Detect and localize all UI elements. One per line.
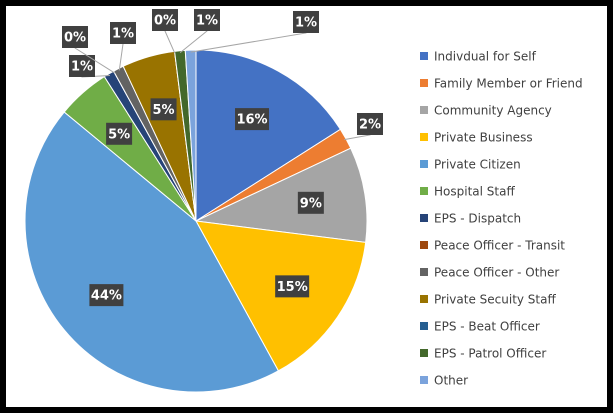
- legend-swatch: [420, 79, 428, 87]
- data-label-box: [293, 11, 319, 33]
- pie-slice: [195, 49, 342, 222]
- pie-slice: [194, 147, 368, 243]
- legend-label: Community Agency: [434, 104, 552, 118]
- legend-label: EPS - Dispatch: [434, 212, 521, 226]
- data-label: 1%: [112, 27, 134, 42]
- data-label-box: [110, 22, 136, 44]
- legend-label: Private Secuity Staff: [434, 293, 556, 307]
- data-label: 1%: [71, 60, 93, 75]
- data-label: 9%: [300, 196, 322, 211]
- pie-slice: [184, 49, 197, 222]
- legend-swatch: [420, 349, 428, 357]
- legend-label: Indivdual for Self: [434, 50, 537, 64]
- data-label-box: [297, 191, 324, 214]
- data-label-box: [106, 122, 133, 145]
- legend-label: Family Member or Friend: [434, 77, 583, 91]
- data-label-box: [62, 26, 88, 48]
- legend-label: EPS - Patrol Officer: [434, 347, 546, 361]
- data-label-box: [89, 284, 124, 307]
- legend-label: Hospital Staff: [434, 185, 515, 199]
- legend-swatch: [420, 295, 428, 303]
- data-label: 2%: [359, 118, 381, 133]
- data-label: 44%: [91, 289, 122, 304]
- data-label: 15%: [277, 280, 308, 295]
- legend-label: Peace Officer - Other: [434, 266, 559, 280]
- legend-swatch: [420, 268, 428, 276]
- data-label-box: [357, 113, 383, 135]
- data-label: 0%: [154, 14, 176, 29]
- legend-swatch: [420, 52, 428, 60]
- data-label: 5%: [153, 103, 175, 118]
- data-label: 1%: [295, 16, 317, 31]
- legend-label: Private Citizen: [434, 158, 521, 172]
- legend-swatch: [420, 241, 428, 249]
- legend-swatch: [420, 187, 428, 195]
- legend-swatch: [420, 160, 428, 168]
- legend-swatch: [420, 106, 428, 114]
- data-label-box: [235, 108, 270, 131]
- legend-label: EPS - Beat Officer: [434, 320, 540, 334]
- legend-label: Peace Officer - Transit: [434, 239, 565, 253]
- legend-label: Private Business: [434, 131, 533, 145]
- data-label: 1%: [196, 14, 218, 29]
- data-label-box: [275, 275, 310, 298]
- data-label-box: [152, 9, 178, 31]
- data-label-box: [150, 98, 177, 121]
- data-label-box: [69, 55, 95, 77]
- legend-swatch: [420, 133, 428, 141]
- data-label: 0%: [64, 31, 86, 46]
- legend-swatch: [420, 214, 428, 222]
- legend-label: Other: [434, 374, 468, 388]
- legend-swatch: [420, 322, 428, 330]
- legend-swatch: [420, 376, 428, 384]
- data-label-box: [194, 9, 220, 31]
- pie-slice: [24, 111, 280, 393]
- data-label: 5%: [108, 127, 130, 142]
- data-label: 16%: [236, 113, 267, 128]
